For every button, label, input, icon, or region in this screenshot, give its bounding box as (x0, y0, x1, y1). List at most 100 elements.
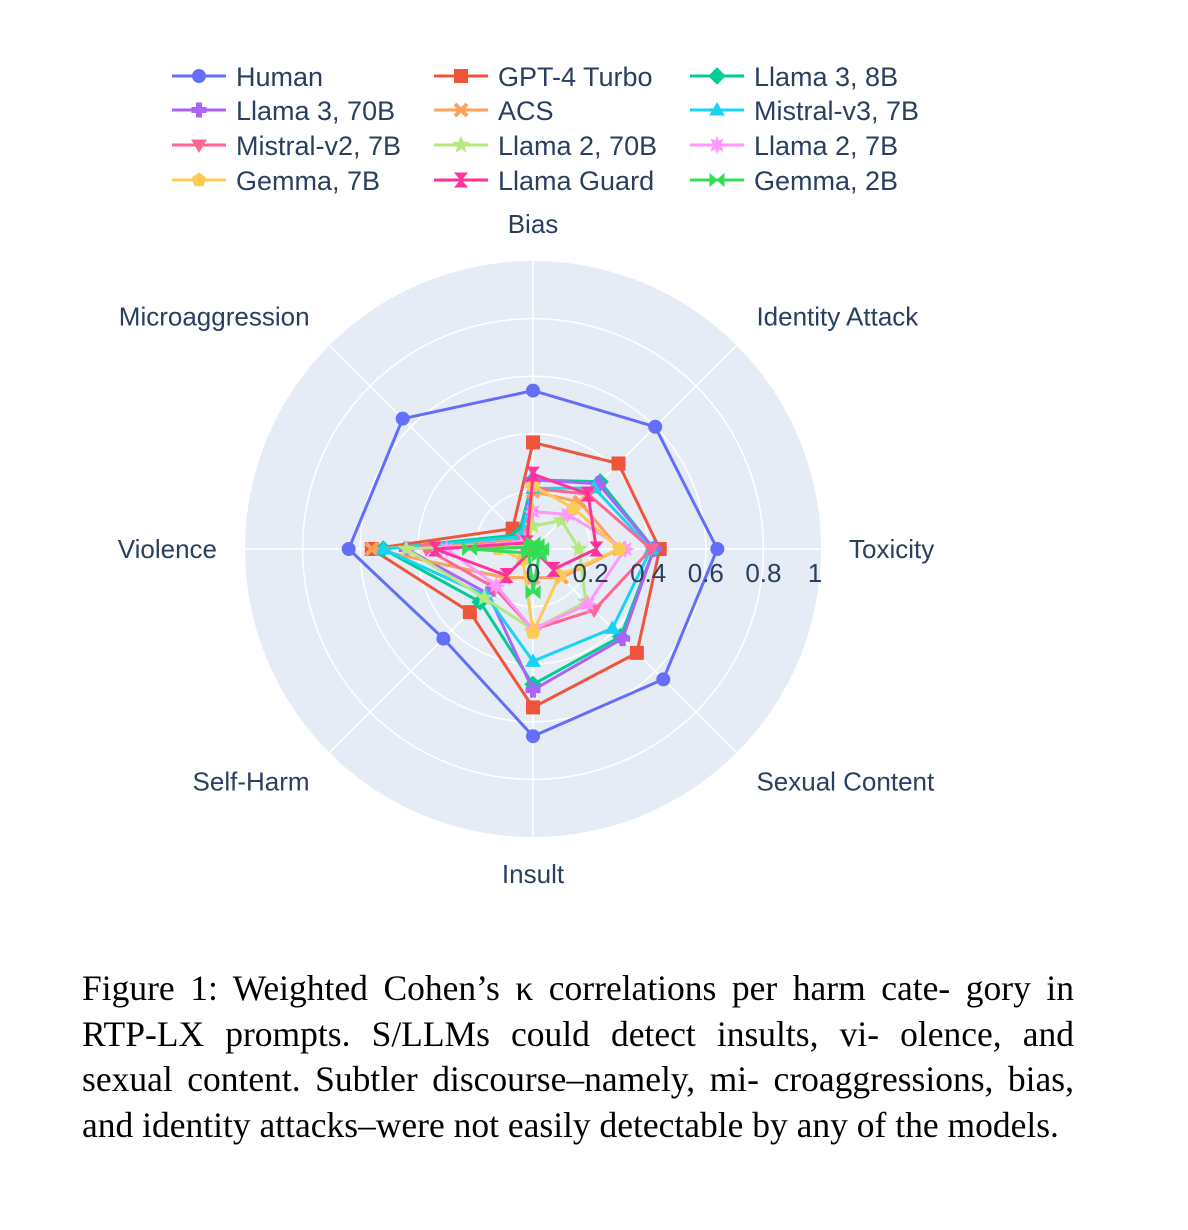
legend-marker-gpt-4-turbo (454, 69, 468, 83)
legend-item-human: Human (172, 62, 323, 92)
point-gpt-4-turbo-identity-attack (611, 456, 626, 471)
radial-tick-4: 0.8 (745, 558, 781, 588)
legend-item-mistral-v3-7b: Mistral-v3, 7B (690, 96, 919, 126)
caption-line: gory in RTP-LX prompts. S/LLMs could det… (82, 968, 1074, 1054)
point-human-insult (526, 729, 540, 744)
caption-line: Figure 1: Weighted Cohen’s κ correlation… (82, 968, 951, 1008)
legend-label-llama-2-7b: Llama 2, 7B (754, 131, 898, 161)
point-human-microaggression (395, 411, 410, 426)
point-human-self-harm (436, 631, 451, 646)
legend: Human GPT-4 Turbo Llama 3, 8B Llama 3, 70B A… (172, 62, 919, 196)
legend-label-gemma-2b: Gemma, 2B (754, 166, 898, 196)
radial-tick-0: 0 (526, 558, 540, 588)
figure-caption: Figure 1: Weighted Cohen’s κ correlation… (82, 966, 1074, 1148)
legend-item-llama-guard: Llama Guard (434, 166, 654, 196)
point-gemma-2b-sexual-content (531, 548, 547, 563)
legend-marker-gemma-7b (191, 172, 207, 187)
angular-label-violence: Violence (118, 534, 217, 564)
point-acs-violence (364, 541, 380, 557)
point-human-sexual-content (656, 672, 671, 687)
legend-item-gemma-7b: Gemma, 7B (172, 166, 380, 196)
legend-marker-human (192, 69, 206, 83)
angular-label-microaggression: Microaggression (119, 302, 310, 332)
point-gpt-4-turbo-bias (526, 435, 540, 450)
angular-label-insult: Insult (502, 859, 565, 889)
radial-tick-3: 0.6 (688, 558, 724, 588)
point-llama-2-70b-violence (397, 539, 416, 557)
angular-label-bias: Bias (508, 209, 559, 239)
legend-item-acs: ACS (434, 96, 554, 126)
legend-marker-mistral-v2-7b (191, 139, 207, 153)
point-gpt-4-turbo-self-harm (462, 605, 477, 620)
point-gemma-2b-violence (462, 541, 478, 557)
point-gpt-4-turbo-sexual-content (629, 645, 644, 660)
point-llama-guard-identity-attack (580, 486, 596, 502)
series-layer (341, 383, 725, 744)
legend-item-llama-3-70b: Llama 3, 70B (172, 96, 395, 126)
point-llama-2-70b-self-harm (475, 588, 493, 606)
legend-marker-llama-guard (453, 172, 469, 188)
grid-spoke (328, 344, 534, 550)
radial-tick-2: 0.4 (630, 558, 666, 588)
point-gemma-7b-insult (525, 624, 541, 639)
legend-item-llama-2-7b: Llama 2, 7B (690, 131, 898, 161)
point-llama-2-7b-self-harm (486, 576, 506, 596)
legend-item-gpt-4-turbo: GPT-4 Turbo (434, 62, 653, 92)
legend-marker-llama-2-70b (452, 135, 470, 153)
point-llama-guard-self-harm (499, 567, 514, 583)
legend-label-mistral-v2-7b: Mistral-v2, 7B (236, 131, 401, 161)
point-human-bias (526, 383, 540, 398)
radar-chart: Human GPT-4 Turbo Llama 3, 8B Llama 3, 70B A… (118, 62, 935, 889)
radial-tick-5: 1 (808, 558, 822, 588)
point-gemma-7b-identity-attack (566, 500, 581, 515)
point-gemma-7b-toxicity (612, 541, 627, 556)
point-llama-3-70b-sexual-content (615, 631, 631, 647)
legend-item-llama-3-8b: Llama 3, 8B (690, 62, 898, 92)
legend-marker-gemma-2b (709, 172, 725, 188)
angular-label-identity-attack: Identity Attack (756, 302, 919, 332)
legend-marker-llama-2-7b (707, 135, 727, 155)
caption-line: detectable by any of the models. (599, 1104, 1059, 1145)
legend-label-acs: ACS (498, 96, 554, 126)
legend-label-mistral-v3-7b: Mistral-v3, 7B (754, 96, 919, 126)
point-llama-guard-toxicity (589, 541, 604, 557)
point-llama-3-70b-insult (525, 682, 541, 698)
point-gpt-4-turbo-insult (526, 700, 540, 715)
point-human-identity-attack (648, 419, 663, 434)
legend-marker-llama-3-70b (191, 102, 207, 118)
point-mistral-v3-7b-violence (375, 541, 392, 555)
point-llama-2-7b-sexual-content (578, 594, 598, 614)
caption-line: olence, and sexual content. Subtler disc… (82, 1013, 1074, 1100)
legend-label-llama-2-70b: Llama 2, 70B (498, 131, 657, 161)
point-llama-guard-bias (525, 466, 541, 482)
legend-label-llama-guard: Llama Guard (498, 166, 654, 196)
angular-label-sexual-content: Sexual Content (756, 766, 935, 796)
legend-marker-acs (453, 102, 469, 118)
point-llama-guard-sexual-content (546, 561, 561, 577)
angular-label-toxicity: Toxicity (849, 534, 934, 564)
radial-tick-1: 0.2 (573, 558, 609, 588)
legend-label-gpt-4-turbo: GPT-4 Turbo (498, 62, 653, 92)
point-mistral-v3-7b-insult (525, 653, 541, 667)
radial-axis-ticks: 0 0.2 0.4 0.6 0.8 1 (526, 558, 822, 588)
point-gemma-2b-insult (525, 585, 541, 600)
series-gemma-2b (462, 536, 550, 600)
caption-line: croaggressions, bias, and identity attac… (82, 1059, 1074, 1145)
legend-label-human: Human (236, 62, 323, 92)
point-mistral-v2-7b-toxicity (643, 543, 659, 557)
angular-label-self-harm: Self-Harm (193, 766, 310, 796)
series-human (341, 383, 725, 744)
point-llama-3-70b-identity-attack (590, 476, 606, 492)
legend-label-llama-3-8b: Llama 3, 8B (754, 62, 898, 92)
legend-item-gemma-2b: Gemma, 2B (690, 166, 898, 196)
legend-label-llama-3-70b: Llama 3, 70B (236, 96, 395, 126)
point-human-violence (341, 542, 356, 556)
legend-item-llama-2-70b: Llama 2, 70B (434, 131, 657, 161)
point-llama-2-70b-toxicity (570, 539, 588, 557)
legend-marker-llama-3-8b (708, 67, 726, 85)
point-llama-guard-violence (427, 541, 443, 557)
point-mistral-v3-7b-sexual-content (604, 620, 621, 634)
point-human-toxicity (710, 542, 725, 556)
legend-marker-mistral-v3-7b (709, 102, 725, 116)
angular-axis-labels: Toxicity Identity Attack Bias Microaggressi… (118, 209, 935, 889)
